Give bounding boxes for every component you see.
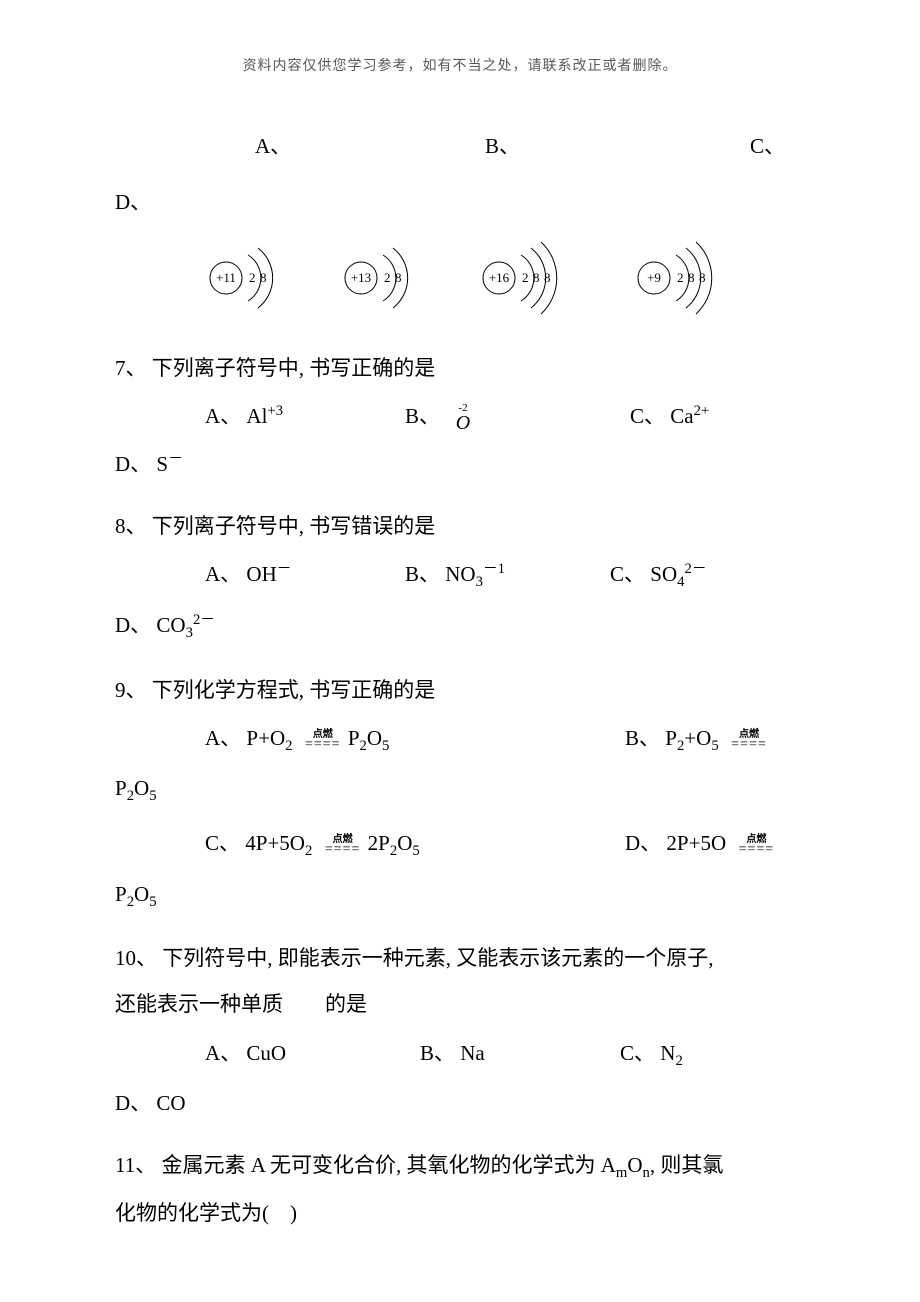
atom-diagram-a: +11 2 8: [198, 233, 308, 323]
dianran-icon: 点燃====: [325, 835, 361, 854]
svg-text:8: 8: [260, 270, 267, 285]
svg-text:2: 2: [384, 270, 391, 285]
q11-stem-line1: 11、 金属元素 A 无可变化合价, 其氧化物的化学式为 AmOn, 则其氯: [115, 1142, 805, 1190]
q9-options-row1: A、 P+O2 点燃==== P2O5 B、 P2+O5 点燃====: [115, 717, 805, 762]
q10-opt-c: C、 N2: [620, 1032, 683, 1077]
q9-opt-a: A、 P+O2 点燃==== P2O5: [205, 717, 625, 762]
dianran-icon: 点燃====: [305, 730, 341, 749]
q6-opt-b: B、: [485, 125, 750, 167]
atom-diagram-b: +13 2 8: [333, 233, 443, 323]
q6-opt-c: C、: [750, 125, 785, 167]
svg-text:+9: +9: [647, 270, 661, 285]
q6-opt-a: A、: [255, 125, 485, 167]
q6-options-row: A、 B、 C、: [115, 125, 805, 167]
q8-opt-a: A、 OH－: [205, 553, 405, 595]
q10-options: A、 CuO B、 Na C、 N2: [115, 1032, 805, 1077]
q11-stem-line2: 化物的化学式为( ): [115, 1190, 805, 1236]
atom-diagram-row: +11 2 8 +13 2 8 +16 2 8 8: [115, 233, 805, 323]
q7-options: A、 Al+3 B、 -2 O C、 Ca2+: [115, 395, 805, 437]
q8-stem: 8、 下列离子符号中, 书写错误的是: [115, 503, 805, 549]
q9-opt-d: D、 2P+5O 点燃====: [625, 822, 776, 864]
q9-opt-c: C、 4P+5O2 点燃==== 2P2O5: [205, 822, 625, 867]
q7-opt-b: B、 -2 O: [405, 395, 630, 437]
q10-opt-d: D、 CO: [115, 1082, 805, 1124]
q8-opt-b: B、 NO3－1: [405, 553, 610, 598]
atom-diagram-d: +9 2 8 8: [623, 233, 753, 323]
q8-options: A、 OH－ B、 NO3－1 C、 SO42－: [115, 553, 805, 598]
svg-text:2: 2: [677, 270, 684, 285]
svg-text:+16: +16: [488, 270, 509, 285]
q7-opt-c: C、 Ca2+: [630, 395, 709, 437]
page: 资料内容仅供您学习参考，如有不当之处，请联系改正或者删除。 A、 B、 C、 D…: [0, 0, 920, 1302]
q9-opt-b-wrap: P2O5: [115, 767, 805, 812]
q8-opt-c: C、 SO42－: [610, 553, 707, 598]
q6-opt-d: D、: [115, 181, 805, 223]
svg-text:+13: +13: [350, 270, 370, 285]
dianran-icon: 点燃====: [731, 730, 767, 749]
q8-opt-d: D、 CO32－: [115, 604, 805, 649]
q7-opt-a: A、 Al+3: [205, 395, 405, 437]
q10-opt-b: B、 Na: [420, 1032, 620, 1074]
q7-stem: 7、 下列离子符号中, 书写正确的是: [115, 345, 805, 391]
q9-options-row2: C、 4P+5O2 点燃==== 2P2O5 D、 2P+5O 点燃====: [115, 822, 805, 867]
svg-text:+11: +11: [216, 270, 236, 285]
svg-text:2: 2: [522, 270, 529, 285]
q9-stem: 9、 下列化学方程式, 书写正确的是: [115, 667, 805, 713]
q10-stem-line2: 还能表示一种单质 的是: [115, 981, 805, 1027]
q10-stem-line1: 10、 下列符号中, 即能表示一种元素, 又能表示该元素的一个原子,: [115, 935, 805, 981]
header-note: 资料内容仅供您学习参考，如有不当之处，请联系改正或者删除。: [115, 55, 805, 75]
q10-opt-a: A、 CuO: [205, 1032, 420, 1074]
svg-text:8: 8: [699, 270, 706, 285]
q7-opt-d: D、 S－: [115, 443, 805, 485]
dianran-icon: 点燃====: [739, 835, 775, 854]
svg-text:8: 8: [688, 270, 695, 285]
q9-opt-d-wrap: P2O5: [115, 873, 805, 918]
q9-opt-b: B、 P2+O5 点燃====: [625, 717, 769, 762]
atom-diagram-c: +16 2 8 8: [468, 233, 598, 323]
o-ion-icon: -2 O: [456, 403, 470, 433]
svg-text:8: 8: [544, 270, 551, 285]
svg-text:8: 8: [533, 270, 540, 285]
svg-text:2: 2: [249, 270, 256, 285]
svg-text:8: 8: [395, 270, 402, 285]
